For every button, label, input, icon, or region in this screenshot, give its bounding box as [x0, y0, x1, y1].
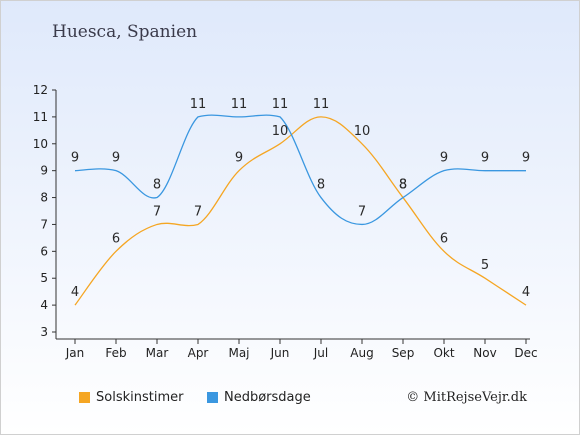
data-label-sunshine: 6 [440, 231, 448, 246]
data-label-sunshine: 8 [399, 178, 407, 193]
x-tick-label: Aug [350, 346, 373, 360]
legend-label-rain-days: Nedbørsdage [224, 390, 311, 405]
y-tick-label: 3 [40, 325, 48, 339]
y-tick-label: 7 [40, 217, 48, 231]
data-label-sunshine: 4 [522, 285, 530, 300]
y-tick-label: 4 [40, 298, 48, 312]
x-tick-label: Dec [514, 346, 537, 360]
data-label-sunshine: 5 [481, 258, 489, 273]
chart-title: Huesca, Spanien [52, 22, 198, 42]
x-tick-label: Feb [105, 346, 126, 360]
data-label-sunshine: 9 [235, 151, 243, 166]
y-tick-label: 6 [40, 244, 48, 258]
legend-label-sunshine: Solskinstimer [96, 390, 184, 405]
x-tick-label: Mar [146, 346, 169, 360]
x-tick-label: Nov [473, 346, 496, 360]
series-line-sunshine [74, 116, 527, 306]
data-label-rain-days: 7 [358, 204, 366, 219]
x-tick-label: Apr [188, 346, 209, 360]
data-label-rain-days: 9 [440, 151, 448, 166]
data-label-rain-days: 11 [190, 97, 207, 112]
data-label-sunshine: 7 [194, 204, 202, 219]
data-label-sunshine: 4 [71, 285, 79, 300]
data-label-rain-days: 11 [231, 97, 248, 112]
data-label-rain-days: 9 [522, 151, 530, 166]
legend-item-rain-days: Nedbørsdage [207, 390, 311, 405]
data-label-rain-days: 8 [153, 178, 161, 193]
x-tick-label: Jul [313, 346, 328, 360]
x-tick-label: Okt [433, 346, 454, 360]
data-label-sunshine: 10 [354, 124, 371, 139]
data-label-rain-days: 11 [272, 97, 289, 112]
y-tick-label: 10 [33, 137, 48, 151]
data-label-rain-days: 8 [399, 178, 407, 193]
y-tick-label: 9 [40, 164, 48, 178]
data-label-rain-days: 8 [317, 178, 325, 193]
legend-swatch-sunshine [79, 392, 90, 403]
legend-swatch-rain-days [207, 392, 218, 403]
x-tick-label: Sep [392, 346, 415, 360]
x-tick-label: Jan [65, 346, 85, 360]
data-label-sunshine: 6 [112, 231, 120, 246]
y-tick-label: 11 [33, 110, 48, 124]
series-line-rain-days [74, 114, 526, 226]
y-tick-label: 5 [40, 271, 48, 285]
data-label-sunshine: 11 [313, 97, 330, 112]
data-label-rain-days: 9 [112, 151, 120, 166]
data-label-rain-days: 9 [481, 151, 489, 166]
x-tick-label: Jun [270, 346, 290, 360]
credit-text: © MitRejseVejr.dk [406, 390, 527, 405]
data-label-rain-days: 9 [71, 151, 79, 166]
data-label-sunshine: 7 [153, 204, 161, 219]
legend-item-sunshine: Solskinstimer [79, 390, 183, 405]
data-label-sunshine: 10 [272, 124, 289, 139]
y-tick-label: 8 [40, 191, 48, 205]
x-tick-label: Maj [228, 346, 249, 360]
y-tick-label: 12 [33, 83, 48, 97]
